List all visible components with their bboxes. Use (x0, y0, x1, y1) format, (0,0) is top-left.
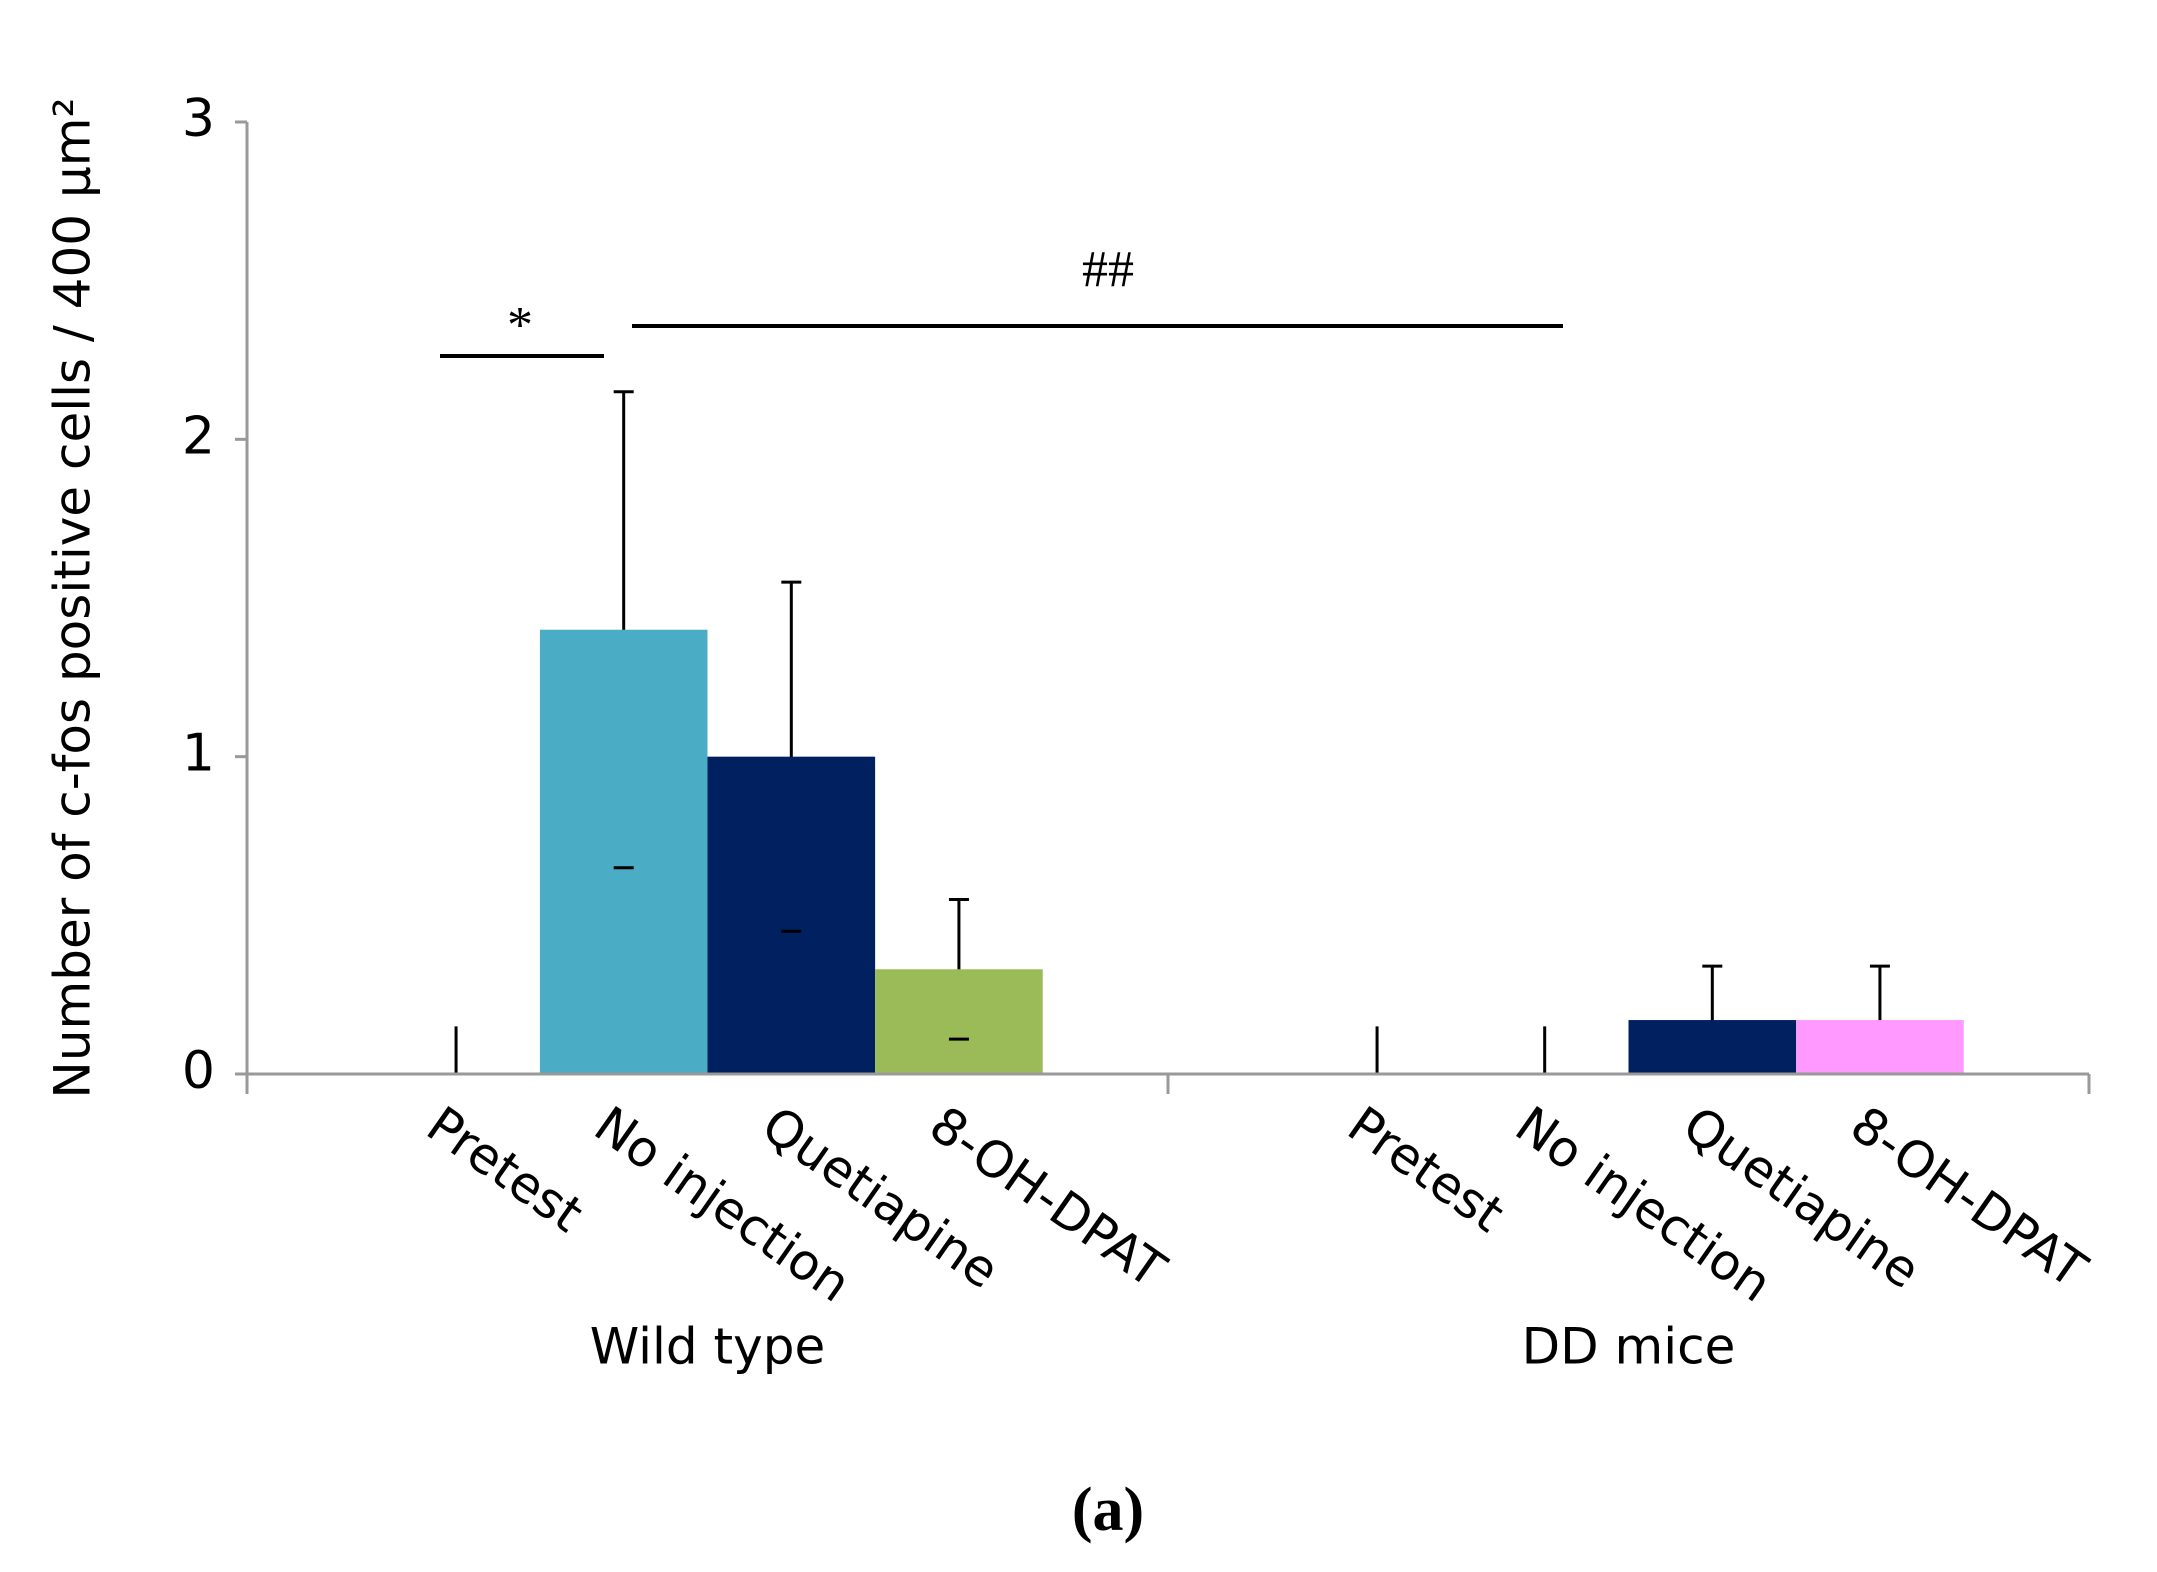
y-tick-label: 1 (182, 724, 215, 784)
group-label: Wild type (590, 1318, 825, 1376)
x-tick-label: Pretest (1337, 1095, 1514, 1243)
significance-mark: ## (1082, 241, 1134, 298)
caption: (a) (1072, 1476, 1144, 1544)
group-label: DD mice (1522, 1318, 1736, 1376)
bar (539, 629, 708, 1074)
bar (1628, 1020, 1797, 1074)
significance-mark: * (507, 297, 533, 354)
bar (1796, 1020, 1964, 1074)
y-axis-label: Number of c-fos positive cells / 400 µm² (44, 97, 102, 1098)
y-tick-label: 0 (182, 1041, 215, 1101)
y-tick-label: 3 (182, 89, 215, 149)
y-tick-label: 2 (182, 406, 215, 466)
bar (875, 969, 1043, 1074)
x-tick-label: Pretest (416, 1095, 593, 1243)
bar (707, 756, 876, 1074)
